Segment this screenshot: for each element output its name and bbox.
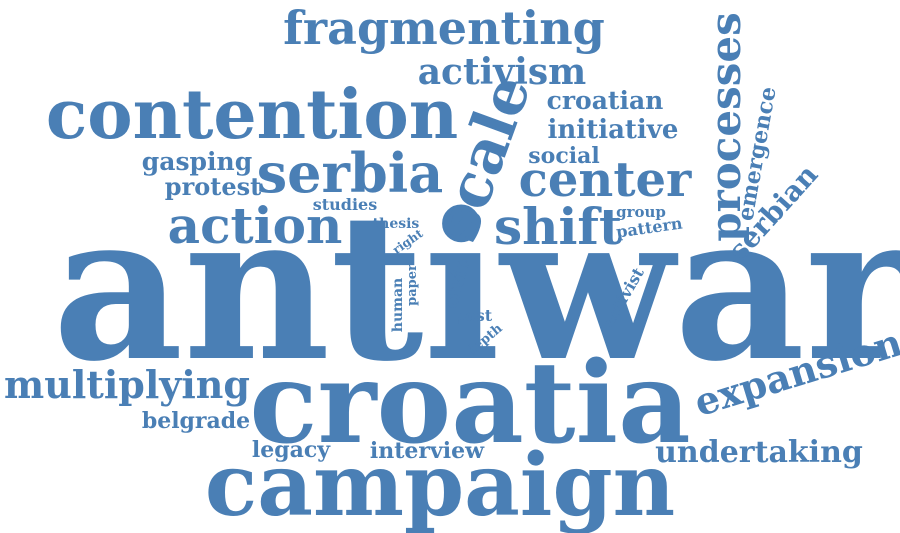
word-protest: protest bbox=[165, 172, 261, 201]
word-thesis: thesis bbox=[373, 216, 420, 232]
word-center: center bbox=[519, 152, 692, 208]
word-processes: processes bbox=[701, 12, 750, 241]
word-undertaking: undertaking bbox=[655, 435, 863, 470]
word-antiwar: antiwar bbox=[53, 168, 900, 406]
word-activism: activism bbox=[418, 51, 587, 93]
word-studies: studies bbox=[313, 195, 377, 214]
word-social: social bbox=[528, 143, 599, 169]
word-serbia: serbia bbox=[257, 141, 443, 205]
word-paper: paper bbox=[405, 264, 420, 306]
word-contention: contention bbox=[46, 75, 458, 155]
word-campaign: campaign bbox=[205, 435, 675, 533]
word-fragmenting: fragmenting bbox=[283, 1, 605, 55]
word-post: post bbox=[454, 306, 493, 325]
word-interview: interview bbox=[370, 438, 485, 464]
word-human: human bbox=[390, 278, 406, 332]
word-action: action bbox=[168, 196, 343, 255]
word-initiative: initiative bbox=[548, 115, 679, 145]
word-group: group bbox=[616, 203, 666, 221]
word-croatia: croatia bbox=[249, 338, 690, 469]
word-croatian: croatian bbox=[547, 86, 664, 115]
word-multiplying: multiplying bbox=[4, 362, 250, 407]
word-belgrade: belgrade bbox=[142, 408, 250, 434]
word-gasping: gasping bbox=[142, 147, 252, 176]
word-shift: shift bbox=[494, 197, 622, 256]
word-legacy: legacy bbox=[252, 437, 331, 463]
word-group: antiwar croatia campaign contention frag… bbox=[4, 1, 900, 533]
